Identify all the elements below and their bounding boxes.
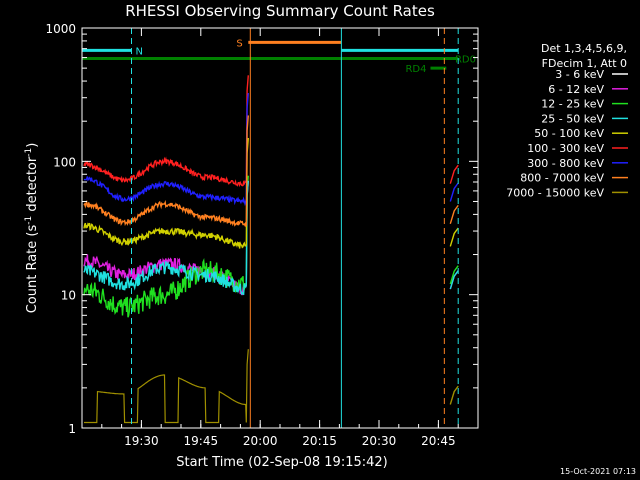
x-axis: 19:30 19:45 20:00 20:15 20:30 20:45 [81, 28, 479, 448]
legend-header: Det 1,3,4,5,6,9, [541, 42, 627, 55]
y-tick-label: 100 [53, 155, 76, 169]
legend-label: 6 - 12 keV [548, 83, 604, 96]
y-axis-label-sup: -1 [24, 148, 34, 157]
series-line-3 [83, 180, 249, 296]
series-fragment-6 [449, 182, 459, 202]
flag-layer: N S RD0 RD4 [82, 38, 476, 75]
legend: Det 1,3,4,5,6,9, FDecim 1, Att 03 - 6 keV… [506, 42, 628, 199]
legend-label: 12 - 25 keV [541, 98, 604, 111]
y-tick-label: 1000 [45, 22, 76, 36]
y-axis-label-part: detector [25, 156, 40, 216]
flag-label-s: S [236, 38, 242, 49]
flag-label-rd0: RD0 [455, 55, 476, 66]
series-fragment-7 [449, 204, 459, 225]
x-tick-label: 19:45 [184, 434, 219, 448]
legend-label: 800 - 7000 keV [520, 172, 604, 185]
series-layer [83, 75, 459, 424]
series-fragment-4 [449, 227, 459, 247]
flag-label-n: N [136, 46, 143, 57]
series-fragment-5 [449, 164, 459, 184]
y-axis-label-part: ) [25, 143, 40, 148]
legend-label: 300 - 800 keV [527, 157, 604, 170]
legend-label: 25 - 50 keV [541, 112, 604, 125]
legend-header: FDecim 1, Att 0 [542, 57, 627, 70]
timestamp: 15-Oct-2021 07:13 [560, 467, 636, 476]
vline-layer [131, 28, 459, 428]
series-line-8 [84, 349, 249, 424]
x-tick-label: 20:45 [421, 434, 456, 448]
y-axis-label-part: Count Rate (s [25, 225, 40, 314]
series-fragment-2 [449, 265, 459, 285]
y-tick-label: 10 [61, 289, 76, 303]
plot-frame [81, 27, 479, 429]
series-line-4 [83, 137, 249, 249]
legend-label: 50 - 100 keV [534, 127, 604, 140]
x-tick-label: 20:15 [302, 434, 337, 448]
y-axis: 1 10 100 1000 [45, 22, 478, 436]
x-tick-label: 20:30 [362, 434, 397, 448]
flag-label-rd4: RD4 [405, 64, 426, 75]
legend-label: 3 - 6 keV [555, 68, 604, 81]
chart-title: RHESSI Observing Summary Count Rates [125, 2, 435, 20]
legend-label: 7000 - 15000 keV [506, 186, 604, 199]
x-tick-label: 20:00 [243, 434, 278, 448]
x-axis-label: Start Time (02-Sep-08 19:15:42) [176, 455, 387, 470]
legend-label: 100 - 300 keV [527, 142, 604, 155]
y-axis-label-sup: -1 [24, 216, 34, 225]
series-fragment-8 [449, 385, 459, 405]
series-fragment-3 [449, 270, 459, 290]
x-tick-label: 19:30 [124, 434, 159, 448]
series-fragment-0 [449, 281, 459, 302]
series-line-6 [83, 93, 249, 207]
y-axis-label: Count Rate (s-1 detector-1) [24, 143, 40, 314]
series-line-5 [83, 75, 249, 188]
y-tick-label: 1 [68, 422, 76, 436]
series-line-7 [83, 115, 249, 228]
